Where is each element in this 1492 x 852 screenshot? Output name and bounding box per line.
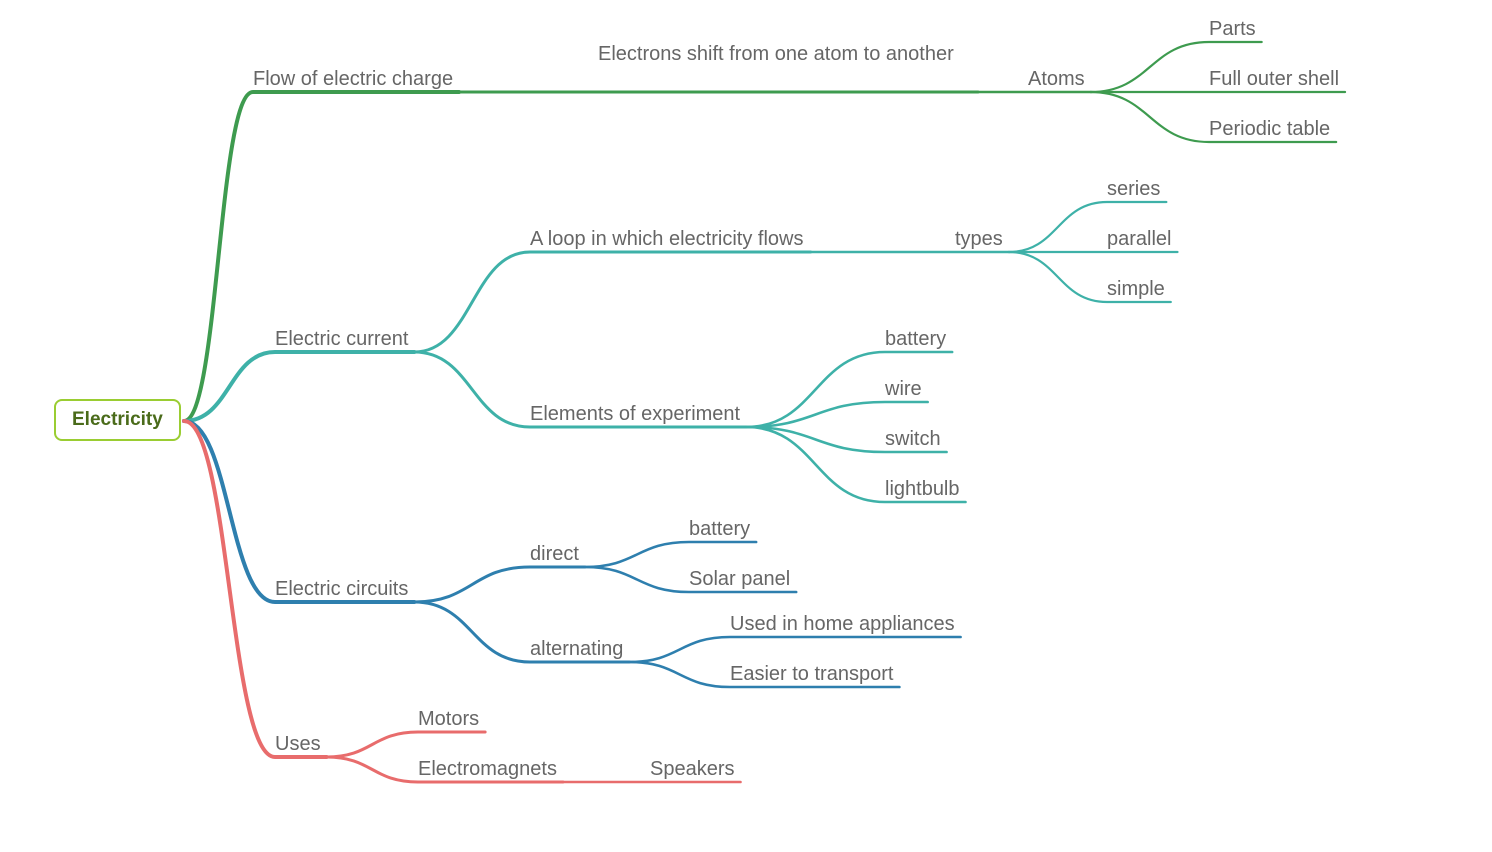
- node-wire[interactable]: wire: [885, 378, 922, 401]
- node-uses[interactable]: Uses: [275, 733, 321, 756]
- node-motors[interactable]: Motors: [418, 708, 479, 731]
- root-node[interactable]: Electricity: [54, 399, 181, 441]
- node-direct[interactable]: direct: [530, 543, 579, 566]
- node-electrons-shift[interactable]: Electrons shift from one atom to another: [598, 42, 978, 67]
- node-flow[interactable]: Flow of electric charge: [253, 68, 453, 91]
- node-electric-current[interactable]: Electric current: [275, 328, 408, 351]
- node-full-outer-shell[interactable]: Full outer shell: [1209, 68, 1339, 91]
- node-elements-experiment[interactable]: Elements of experiment: [530, 403, 740, 426]
- node-battery1[interactable]: battery: [885, 328, 946, 351]
- node-loop[interactable]: A loop in which electricity flows: [530, 228, 803, 251]
- node-battery2[interactable]: battery: [689, 518, 750, 541]
- node-simple[interactable]: simple: [1107, 278, 1165, 301]
- node-series[interactable]: series: [1107, 178, 1160, 201]
- node-electric-circuits[interactable]: Electric circuits: [275, 578, 408, 601]
- node-atoms[interactable]: Atoms: [1028, 68, 1085, 91]
- node-types[interactable]: types: [955, 228, 1003, 251]
- node-easier-transport[interactable]: Easier to transport: [730, 663, 893, 686]
- node-switch[interactable]: switch: [885, 428, 941, 451]
- node-alternating[interactable]: alternating: [530, 638, 623, 661]
- node-solar-panel[interactable]: Solar panel: [689, 568, 790, 591]
- node-lightbulb[interactable]: lightbulb: [885, 478, 960, 501]
- node-parallel[interactable]: parallel: [1107, 228, 1171, 251]
- node-speakers[interactable]: Speakers: [650, 758, 735, 781]
- node-parts[interactable]: Parts: [1209, 18, 1256, 41]
- node-home-appliances[interactable]: Used in home appliances: [730, 613, 955, 636]
- node-electromagnets[interactable]: Electromagnets: [418, 758, 557, 781]
- node-periodic-table[interactable]: Periodic table: [1209, 118, 1330, 141]
